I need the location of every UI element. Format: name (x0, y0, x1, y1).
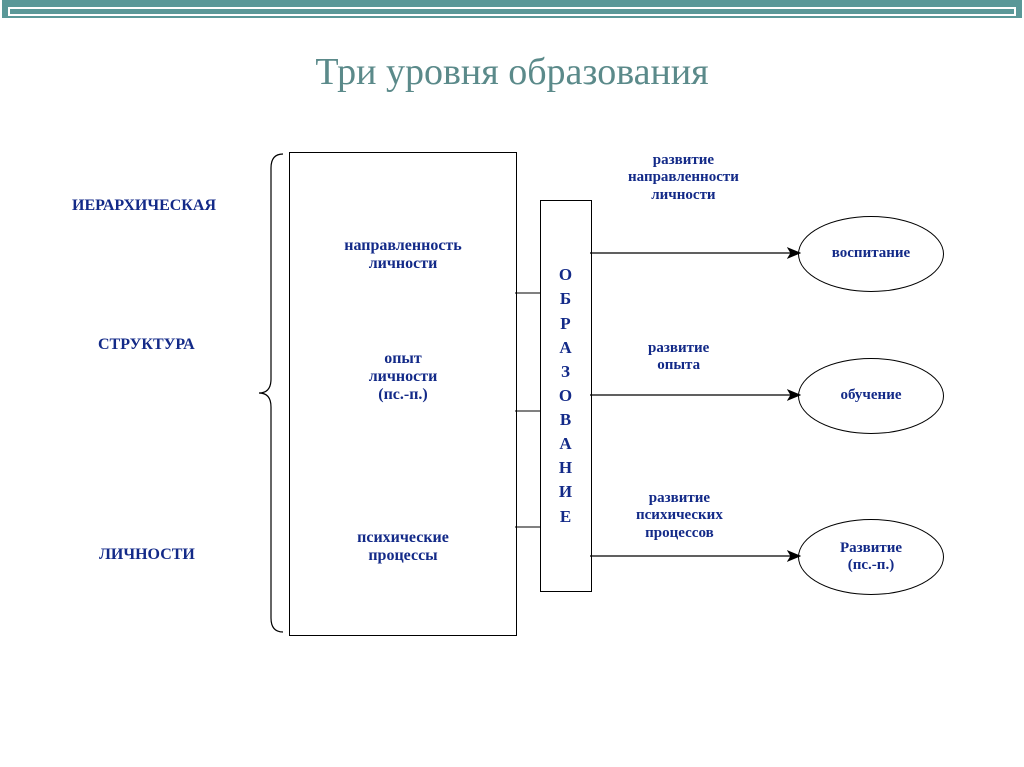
middle-label-c: психическиепроцессы (290, 529, 516, 565)
ellipse-label-c: Развитие(пс.-п.) (840, 540, 902, 575)
ellipse-b: обучение (798, 358, 944, 434)
ellipse-label-b: обучение (841, 387, 902, 404)
ellipse-label-a: воспитание (832, 245, 910, 262)
arrow-label-c: развитиепсихическихпроцессов (636, 490, 723, 542)
left-label-hierarchy: ИЕРАРХИЧЕСКАЯ (72, 196, 216, 215)
ellipse-a: воспитание (798, 216, 944, 292)
middle-rectangle: направленностьличности опытличности(пс.-… (289, 152, 517, 636)
vertical-label: ОБРАЗОВАНИЕ (559, 263, 573, 528)
arrow-label-a: развитиенаправленностиличности (628, 152, 739, 204)
left-label-structure: СТРУКТУРА (98, 335, 195, 354)
left-label-personality: ЛИЧНОСТИ (99, 545, 195, 564)
middle-label-a: направленностьличности (290, 237, 516, 273)
slide-root: Три уровня образования ИЕРАРХИЧЕСКАЯ СТР… (0, 0, 1024, 767)
arrow-label-b: развитиеопыта (648, 340, 709, 375)
slide-title: Три уровня образования (0, 50, 1024, 94)
ellipse-c: Развитие(пс.-п.) (798, 519, 944, 595)
middle-label-b: опытличности(пс.-п.) (290, 350, 516, 404)
vertical-rectangle: ОБРАЗОВАНИЕ (540, 200, 592, 592)
accent-bar-inner (10, 9, 1014, 14)
